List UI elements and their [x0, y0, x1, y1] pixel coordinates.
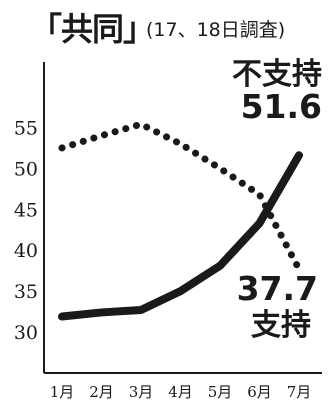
y-tick-label: 45	[14, 199, 38, 221]
y-tick-label: 30	[14, 322, 38, 344]
x-tick-label: 5月	[208, 383, 233, 401]
series-lines	[58, 120, 303, 321]
end-label-approve: 37.7 支持	[237, 269, 318, 343]
x-tick-label: 3月	[129, 383, 154, 401]
x-tick-label: 1月	[50, 383, 75, 401]
x-tick-label: 6月	[247, 383, 272, 401]
series-line-approve	[58, 151, 303, 321]
end-label-approve-value: 37.7	[237, 269, 318, 308]
y-tick-label: 35	[14, 281, 38, 303]
x-tick-label: 4月	[168, 383, 193, 401]
series-line-disapprove	[58, 120, 303, 273]
chart-subtitle: (17、18日調査)	[146, 19, 286, 41]
x-tick-label: 2月	[89, 383, 114, 401]
y-tick-label: 40	[14, 240, 38, 262]
y-tick-label: 55	[14, 117, 38, 139]
end-label-disapprove: 不支持 51.6	[232, 57, 322, 126]
x-tick-label: 7月	[287, 383, 312, 401]
y-tick-labels: 30 35 40 45 50 55	[14, 117, 38, 344]
chart-header: 「共同」 (17、18日調査)	[0, 0, 334, 56]
x-tick-labels: 1月 2月 3月 4月 5月 6月 7月	[50, 383, 312, 401]
end-label-approve-name: 支持	[251, 308, 311, 343]
end-label-disapprove-value: 51.6	[241, 87, 322, 126]
chart-title: 「共同」	[30, 10, 155, 48]
y-tick-label: 50	[14, 158, 38, 180]
end-label-disapprove-name: 不支持	[232, 57, 322, 92]
